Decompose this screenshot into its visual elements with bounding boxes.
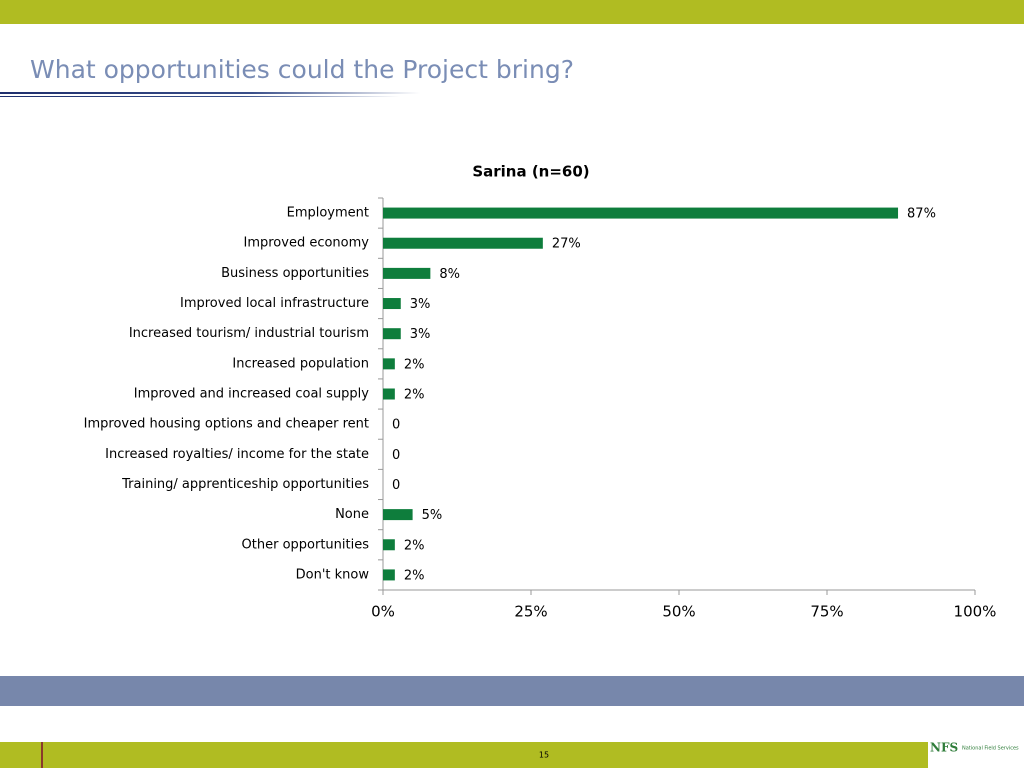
- chart-title: Sarina (n=60): [472, 163, 589, 181]
- y-tick-label: Don't know: [296, 567, 370, 582]
- y-tick-label: Increased royalties/ income for the stat…: [105, 447, 369, 462]
- y-tick-label: None: [335, 507, 369, 522]
- data-label: 8%: [439, 267, 460, 282]
- footer-band: [0, 676, 1024, 706]
- bar: [383, 509, 413, 521]
- bar: [383, 539, 395, 551]
- page-number: 15: [539, 751, 549, 760]
- bar: [383, 237, 543, 249]
- bottom-band: [0, 742, 1024, 768]
- data-label: 2%: [404, 388, 425, 403]
- bar: [383, 207, 899, 219]
- y-tick-label: Improved economy: [244, 236, 370, 251]
- data-label: 2%: [404, 568, 425, 583]
- y-tick-label: Increased tourism/ industrial tourism: [129, 326, 369, 341]
- logo: NFS: [930, 741, 958, 755]
- data-label: 5%: [422, 508, 443, 523]
- data-label: 27%: [552, 237, 581, 252]
- bar: [383, 388, 395, 400]
- y-tick-label: Improved and increased coal supply: [134, 387, 370, 402]
- data-label: 0: [392, 418, 400, 433]
- data-label: 87%: [907, 207, 936, 222]
- top-band: [0, 0, 1024, 24]
- y-tick-label: Other opportunities: [242, 537, 370, 552]
- title-underline: [0, 96, 400, 97]
- data-label: 0: [392, 478, 400, 493]
- y-tick-label: Improved housing options and cheaper ren…: [84, 417, 369, 432]
- bar: [383, 328, 401, 340]
- x-tick-label: 50%: [662, 603, 695, 621]
- title-underline: [0, 92, 420, 94]
- logo-box: [928, 742, 1024, 768]
- slide-title: What opportunities could the Project bri…: [30, 55, 574, 84]
- bar: [383, 358, 395, 370]
- data-label: 2%: [404, 538, 425, 553]
- x-tick-label: 25%: [514, 603, 547, 621]
- bar: [383, 569, 395, 581]
- data-label: 0: [392, 448, 400, 463]
- data-label: 3%: [410, 297, 431, 312]
- x-tick-label: 100%: [954, 603, 997, 621]
- y-tick-label: Increased population: [232, 356, 369, 371]
- data-label: 3%: [410, 327, 431, 342]
- data-label: 2%: [404, 357, 425, 372]
- bar: [383, 267, 431, 279]
- y-tick-label: Training/ apprenticeship opportunities: [121, 477, 369, 492]
- x-tick-label: 75%: [810, 603, 843, 621]
- x-tick-label: 0%: [371, 603, 395, 621]
- y-tick-label: Business opportunities: [221, 266, 369, 281]
- y-tick-label: Improved local infrastructure: [180, 296, 369, 311]
- y-tick-label: Employment: [287, 206, 369, 221]
- bar: [383, 298, 401, 310]
- logo-subtitle: National Field Services: [962, 746, 1019, 752]
